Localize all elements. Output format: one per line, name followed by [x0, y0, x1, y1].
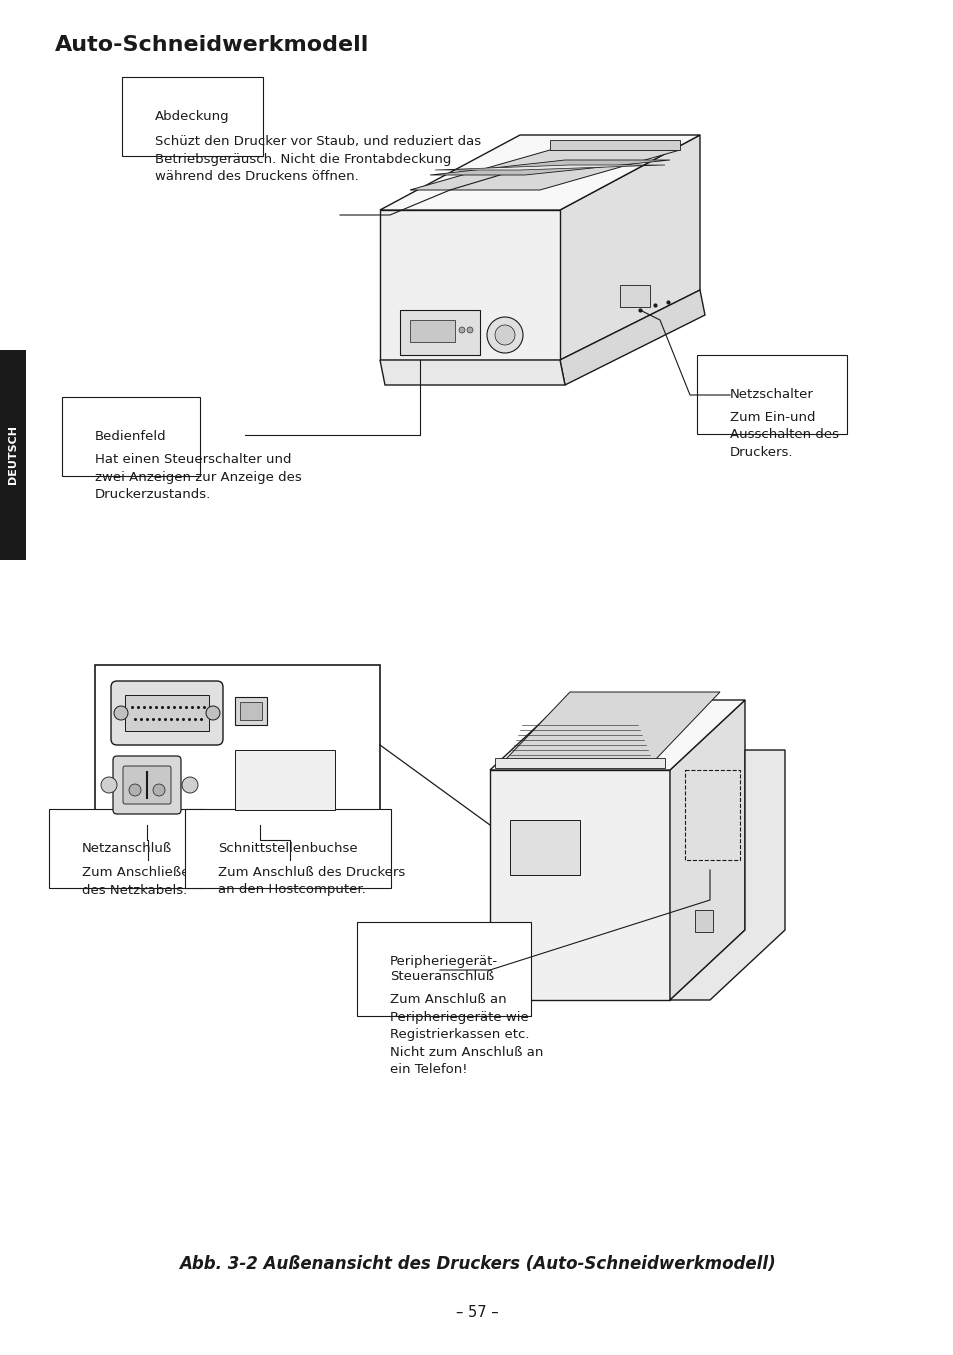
- FancyBboxPatch shape: [112, 756, 181, 814]
- Text: DEUTSCH: DEUTSCH: [8, 425, 18, 485]
- Polygon shape: [559, 136, 700, 360]
- Bar: [510, 820, 579, 875]
- Circle shape: [495, 325, 515, 346]
- Text: Auto-Schneidwerkmodell: Auto-Schneidwerkmodell: [55, 35, 369, 56]
- Bar: [240, 702, 262, 720]
- Text: Netzschalter: Netzschalter: [729, 388, 813, 401]
- Text: Zum Anschluß an
Peripheriegeräte wie
Registrierkassen etc.
Nicht zum Anschluß an: Zum Anschluß an Peripheriegeräte wie Reg…: [390, 993, 543, 1076]
- Text: Schnittstellenbuchse: Schnittstellenbuchse: [218, 841, 357, 855]
- Bar: [234, 696, 267, 725]
- Circle shape: [486, 317, 522, 354]
- Polygon shape: [435, 165, 664, 169]
- Polygon shape: [495, 757, 664, 768]
- FancyBboxPatch shape: [123, 766, 171, 804]
- Text: Schüzt den Drucker vor Staub, und reduziert das
Betriebsgeräusch. Nicht die Fron: Schüzt den Drucker vor Staub, und reduzi…: [154, 136, 480, 183]
- Polygon shape: [410, 150, 679, 190]
- Bar: [619, 285, 649, 308]
- Polygon shape: [669, 751, 784, 1000]
- Polygon shape: [430, 160, 669, 175]
- Bar: [684, 770, 740, 860]
- Polygon shape: [550, 140, 679, 150]
- Text: Zum Ein-und
Ausschalten des
Druckers.: Zum Ein-und Ausschalten des Druckers.: [729, 411, 838, 459]
- Bar: [95, 665, 379, 825]
- Text: Zum Anschluß des Druckers
an den Hostcomputer.: Zum Anschluß des Druckers an den Hostcom…: [218, 866, 405, 897]
- Polygon shape: [379, 360, 564, 385]
- Circle shape: [458, 327, 464, 333]
- Circle shape: [467, 327, 473, 333]
- Text: Netzanschluß: Netzanschluß: [82, 841, 172, 855]
- Polygon shape: [379, 136, 700, 210]
- Circle shape: [182, 776, 198, 793]
- Circle shape: [113, 706, 128, 720]
- Text: Peripheriegerät-
Steueranschluß: Peripheriegerät- Steueranschluß: [390, 955, 497, 982]
- Text: Abdeckung: Abdeckung: [154, 110, 230, 123]
- FancyBboxPatch shape: [111, 682, 223, 745]
- Circle shape: [129, 785, 141, 795]
- FancyBboxPatch shape: [125, 695, 209, 730]
- Text: Bedienfeld: Bedienfeld: [95, 430, 167, 443]
- Polygon shape: [559, 290, 704, 385]
- Bar: [234, 751, 335, 810]
- Text: Zum Anschließen
des Netzkabels.: Zum Anschließen des Netzkabels.: [82, 866, 198, 897]
- Text: – 57 –: – 57 –: [456, 1305, 497, 1320]
- Bar: [0, 350, 26, 560]
- Bar: [410, 320, 455, 341]
- Bar: [695, 911, 712, 932]
- Circle shape: [152, 785, 165, 795]
- Circle shape: [101, 776, 117, 793]
- Polygon shape: [504, 692, 720, 760]
- Polygon shape: [379, 210, 559, 360]
- Text: Hat einen Steuerschalter und
zwei Anzeigen zur Anzeige des
Druckerzustands.: Hat einen Steuerschalter und zwei Anzeig…: [95, 453, 301, 501]
- Polygon shape: [669, 701, 744, 1000]
- Polygon shape: [490, 701, 744, 770]
- Polygon shape: [490, 770, 669, 1000]
- Circle shape: [206, 706, 220, 720]
- Text: Abb. 3-2 Außenansicht des Druckers (Auto-Schneidwerkmodell): Abb. 3-2 Außenansicht des Druckers (Auto…: [178, 1255, 775, 1272]
- Bar: [399, 310, 479, 355]
